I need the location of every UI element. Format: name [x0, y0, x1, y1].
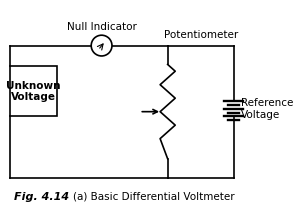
Text: (a) Basic Differential Voltmeter: (a) Basic Differential Voltmeter — [73, 192, 235, 202]
Text: Potentiometer: Potentiometer — [164, 30, 238, 40]
Bar — [10, 66, 57, 116]
Text: Fig. 4.14: Fig. 4.14 — [14, 192, 69, 202]
Text: Reference
Voltage: Reference Voltage — [241, 98, 294, 120]
Circle shape — [91, 35, 112, 56]
Text: Null Indicator: Null Indicator — [67, 22, 137, 32]
Text: Unknown
Voltage: Unknown Voltage — [6, 81, 61, 102]
